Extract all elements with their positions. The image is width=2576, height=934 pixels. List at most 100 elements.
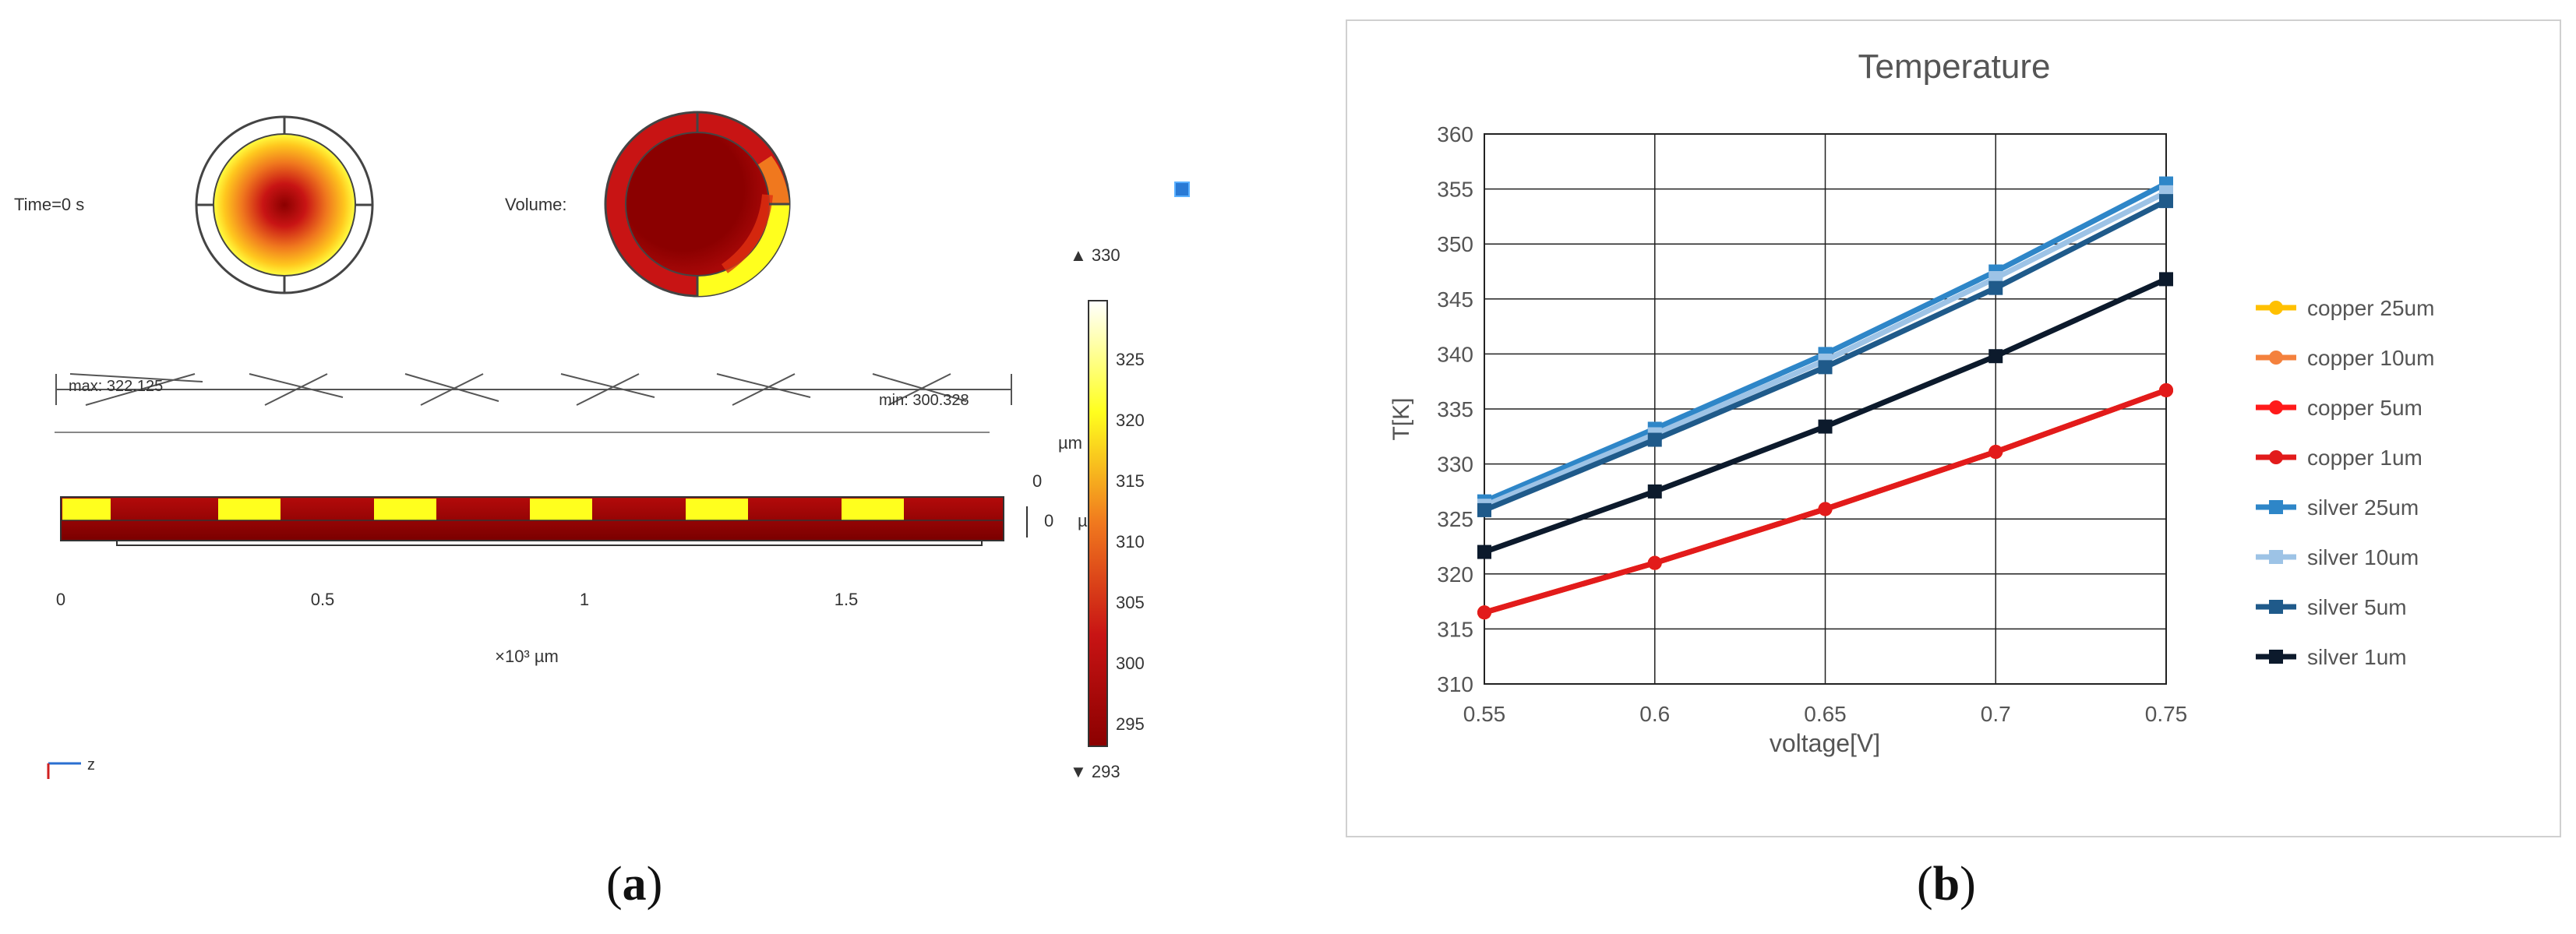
legend-swatch-marker [2269,600,2283,614]
legend-label: silver 10um [2307,545,2419,569]
legend-swatch-marker [2269,550,2283,564]
data-point [1647,555,1662,570]
data-point [1818,360,1833,375]
simulation-figure: Time=0 s Volume: [14,111,1190,781]
colorbar-tick: 295 [1116,714,1145,734]
legend-label: copper 5um [2307,396,2422,420]
x-tick-label: 0.7 [1981,702,2011,726]
colorbar-tick: 305 [1116,593,1145,612]
colorbar-tick: 320 [1116,411,1145,430]
y-tick-label: 335 [1437,397,1473,421]
cross-section-time0 [195,115,374,294]
rod-x-unit: ×10³ µm [495,647,559,666]
legend-item: copper 10um [2256,346,2434,370]
colorbar-min-label: ▼ 293 [1070,762,1120,781]
side-tick-0: 0 [1032,471,1042,491]
y-tick-label: 330 [1437,453,1473,477]
panel-b-temperature-chart: Temperature 310 315 320 325 330 335 340 345 350 3… [1325,0,2576,930]
series-copper-1um [1477,382,2173,620]
rod-section [60,496,1004,546]
axis-triad-z-label: z [87,756,95,774]
y-tick-label: 340 [1437,342,1473,366]
colorbar-tick: 300 [1116,654,1145,673]
y-tick-label: 355 [1437,178,1473,202]
series-silver-1um [1477,272,2173,559]
temperature-chart: Temperature 3103153203253303353403453503… [1346,19,2561,837]
side-unit-1: µ [1078,511,1088,530]
legend-item: silver 5um [2256,595,2407,619]
caption-b: (b) [1917,858,1976,911]
y-tick-label: 310 [1437,672,1473,696]
y-axis-ticks: 310 315 320 325 330 335 340 345 350 355 360 [1437,122,1473,696]
data-point [1988,445,2003,460]
data-point [1818,502,1833,516]
panel-a-simulation: Time=0 s Volume: [14,111,1190,781]
caption-a: (a) [606,858,663,911]
data-point [1647,484,1662,499]
colorbar-max-label: ▲ 330 [1070,245,1120,265]
y-tick-label: 320 [1437,562,1473,587]
x-tick-label: 0.65 [1804,702,1847,726]
cross-section-volume [604,111,791,298]
x-axis-label: voltage[V] [1770,729,1880,757]
legend-item: silver 25um [2256,495,2419,520]
y-tick-label: 315 [1437,617,1473,641]
y-tick-label: 325 [1437,507,1473,531]
rod-x-tick: 1 [580,590,589,609]
data-point [1818,419,1833,434]
legend-swatch-marker [2269,301,2283,315]
data-point [1477,502,1491,517]
chart-border [1346,19,2561,837]
data-point [1647,432,1662,447]
data-point [2159,194,2173,209]
volume-label: Volume: [505,195,567,214]
chart-grid [1484,134,2166,684]
rod-x-tick: 0.5 [311,590,335,609]
time-label: Time=0 s [14,195,84,214]
wireframe-strip [55,373,1012,433]
rod-x-axis: 0 0.5 1 1.5 ×10³ µm [56,590,858,666]
axis-triad: z [47,756,95,779]
y-tick-label: 360 [1437,122,1473,146]
data-point [1477,545,1491,559]
legend-label: silver 5um [2307,595,2407,619]
data-point [1988,349,2003,364]
x-tick-label: 0.75 [2145,702,2188,726]
chart-series [1477,176,2173,620]
colorbar-tick: 315 [1116,471,1145,491]
colorbar-tick: 310 [1116,532,1145,552]
legend-item: copper 25um [2256,296,2434,320]
y-tick-label: 350 [1437,232,1473,256]
legend-label: silver 25um [2307,495,2419,520]
data-point [2159,272,2173,287]
legend-label: silver 1um [2307,645,2407,669]
x-tick-label: 0.6 [1639,702,1670,726]
chart-legend: copper 25um copper 10um copper 5um copper 1… [2256,296,2434,669]
legend-item: copper 1um [2256,446,2422,470]
colorbar: ▲ 330 ▼ 293 325 320 315 310 305 300 295 [1070,245,1145,781]
data-point [2159,382,2173,397]
legend-swatch-marker [2269,500,2283,514]
y-tick-label: 345 [1437,287,1473,312]
legend-label: copper 25um [2307,296,2434,320]
legend-swatch-marker [2269,351,2283,365]
data-point [1477,605,1491,620]
rod-x-tick: 0 [56,590,65,609]
chart-title: Temperature [1858,48,2050,86]
max-label: max: 322.125 [69,378,163,395]
x-axis-ticks: 0.55 0.6 0.65 0.7 0.75 [1463,702,2188,726]
view-icon [1174,182,1190,197]
legend-swatch-marker [2269,400,2283,414]
x-tick-label: 0.55 [1463,702,1506,726]
legend-swatch-marker [2269,450,2283,464]
legend-swatch-marker [2269,650,2283,664]
min-label: min: 300.328 [879,392,969,409]
series-silver-5um [1477,194,2173,517]
rod-x-tick: 1.5 [835,590,859,609]
side-unit-0: µm [1058,433,1082,453]
colorbar-tick: 325 [1116,350,1145,369]
legend-label: copper 10um [2307,346,2434,370]
side-tick-1: 0 [1044,511,1053,530]
data-point [1988,280,2003,295]
legend-item: silver 10um [2256,545,2419,569]
